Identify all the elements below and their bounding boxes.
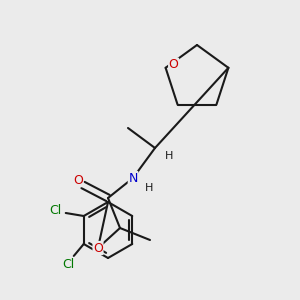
- Text: O: O: [169, 58, 178, 71]
- Text: H: H: [165, 151, 173, 161]
- Text: N: N: [128, 172, 138, 184]
- Text: Cl: Cl: [63, 257, 75, 271]
- Text: O: O: [93, 242, 103, 254]
- Text: Cl: Cl: [50, 205, 62, 218]
- Text: O: O: [73, 173, 83, 187]
- Text: H: H: [145, 183, 153, 193]
